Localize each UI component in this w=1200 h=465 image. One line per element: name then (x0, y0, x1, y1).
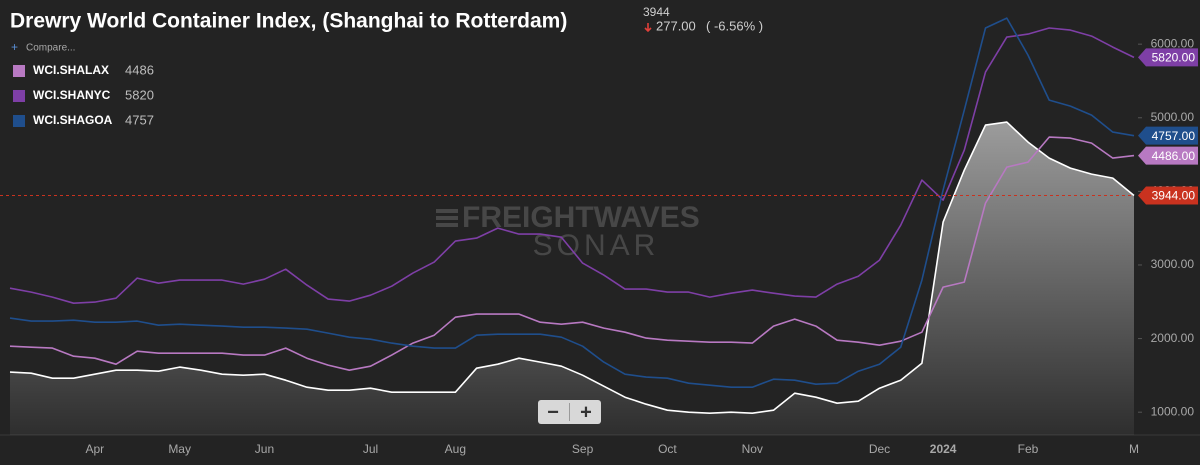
down-arrow (644, 23, 652, 33)
x-tick-label: Dec (869, 442, 890, 456)
x-tick-label: Aug (445, 442, 466, 456)
x-tick-label: Oct (658, 442, 677, 456)
watermark-icon (436, 223, 458, 227)
zoom-control: − + (538, 400, 601, 424)
line (9, 17, 1135, 388)
legend-value: 4757 (125, 112, 154, 127)
watermark-icon (436, 209, 458, 213)
change: 277.00 (656, 18, 696, 33)
line (9, 27, 1135, 304)
x-tick-label: 2024 (930, 442, 957, 456)
legend-label: WCI.SHAGOA (33, 113, 113, 127)
watermark-product: SONAR (533, 229, 660, 262)
end-tag-label: 4757.00 (1152, 129, 1196, 143)
overlay: Drewry World Container Index, (Shanghai … (10, 5, 763, 424)
end-tag (1138, 126, 1198, 145)
x-tick-label: May (168, 442, 191, 456)
plot-area: 1000.002000.003000.004000.005000.006000.… (0, 17, 1198, 456)
line (9, 121, 1135, 414)
y-tick-label: 6000.00 (1151, 36, 1195, 50)
end-tag-label: 5820.00 (1152, 51, 1196, 65)
legend-swatch (13, 115, 25, 127)
x-tick-label: M (1129, 442, 1139, 456)
compare-button[interactable]: Compare... (26, 43, 75, 54)
change-pct: ( -6.56% ) (706, 18, 763, 33)
y-tick-label: 2000.00 (1151, 331, 1195, 345)
legend-value: 5820 (125, 87, 154, 102)
x-tick-label: Jun (255, 442, 274, 456)
y-tick-label: 5000.00 (1151, 110, 1195, 124)
watermark-icon (436, 216, 458, 220)
area (10, 122, 1134, 435)
legend-swatch (13, 90, 25, 102)
end-tag-label: 4486.00 (1152, 149, 1196, 163)
x-tick-label: Sep (572, 442, 594, 456)
zoom-in-button[interactable]: + (580, 401, 592, 423)
chart-title: Drewry World Container Index, (Shanghai … (10, 10, 567, 33)
end-tag (1138, 48, 1198, 67)
x-tick-label: Jul (363, 442, 378, 456)
line (9, 136, 1135, 371)
last-value: 3944 (643, 5, 670, 19)
x-tick-label: Apr (85, 442, 104, 456)
legend-swatch (13, 65, 25, 77)
legend-value: 4486 (125, 62, 154, 77)
end-tag (1138, 186, 1198, 205)
end-tag (1138, 146, 1198, 165)
y-tick-label: 1000.00 (1151, 404, 1195, 418)
x-tick-label: Feb (1018, 442, 1039, 456)
y-tick-label: 3000.00 (1151, 257, 1195, 271)
legend-label: WCI.SHALAX (33, 63, 109, 77)
legend-label: WCI.SHANYC (33, 88, 111, 102)
end-tag-label: 3944.00 (1152, 189, 1196, 203)
zoom-out-button[interactable]: − (547, 401, 559, 423)
compare-plus: + (11, 40, 18, 54)
x-tick-label: Nov (742, 442, 763, 456)
